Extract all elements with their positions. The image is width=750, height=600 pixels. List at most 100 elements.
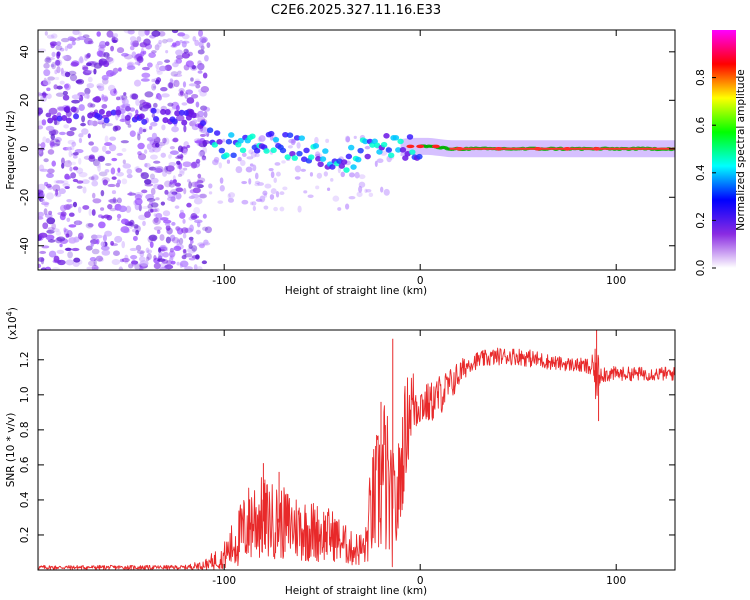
- noise-blob: [140, 172, 145, 177]
- noise-blob: [208, 183, 213, 189]
- noise-blob: [201, 139, 210, 145]
- ridge-blob: [141, 118, 148, 125]
- noise-blob: [75, 220, 80, 226]
- noise-blob: [270, 171, 275, 179]
- noise-blob: [198, 30, 204, 37]
- noise-blob: [183, 48, 189, 54]
- noise-blob: [51, 160, 56, 167]
- ridge-blob: [293, 135, 301, 141]
- ridge-blob: [286, 132, 294, 138]
- snr-axes: -100 0 100 0.2 0.4 0.6 0.8 1.0 1.2: [19, 330, 675, 587]
- noise-blob: [275, 190, 280, 198]
- noise-blob: [128, 263, 134, 269]
- noise-blob: [163, 219, 172, 224]
- noise-blob: [78, 57, 84, 64]
- noise-blob: [303, 190, 308, 194]
- noise-blob: [55, 92, 65, 97]
- snr-yscale: (x104): [5, 307, 19, 340]
- noise-blob: [189, 239, 194, 244]
- noise-blob: [177, 173, 183, 177]
- noise-blob: [140, 51, 145, 57]
- noise-blob: [249, 163, 254, 167]
- noise-blob: [87, 260, 96, 266]
- noise-blob: [44, 202, 49, 208]
- ridge-blob: [218, 147, 226, 154]
- noise-blob: [241, 199, 249, 205]
- noise-blob: [153, 254, 157, 261]
- noise-blob: [162, 210, 171, 217]
- noise-blob: [87, 223, 94, 228]
- noise-blob: [197, 193, 206, 199]
- noise-blob: [146, 143, 152, 150]
- ridge-blob: [253, 147, 261, 154]
- noise-blob: [46, 87, 51, 92]
- noise-blob: [56, 51, 61, 57]
- ridge-blob: [225, 138, 233, 145]
- noise-blob: [145, 247, 150, 254]
- noise-blob: [129, 36, 137, 42]
- noise-blob: [91, 61, 98, 65]
- noise-blob: [55, 189, 59, 197]
- ridge-blob: [291, 155, 298, 161]
- noise-blob: [91, 209, 96, 216]
- ridge-blob: [239, 147, 247, 154]
- noise-blob: [103, 96, 108, 102]
- noise-blob: [115, 96, 121, 101]
- noise-blob: [202, 213, 207, 219]
- noise-blob: [107, 199, 116, 203]
- noise-blob: [151, 78, 156, 83]
- noise-blob: [58, 188, 66, 195]
- noise-blob: [56, 66, 61, 74]
- noise-blob: [167, 102, 174, 107]
- noise-blob: [78, 157, 82, 165]
- noise-blob: [169, 150, 179, 155]
- noise-blob: [50, 33, 58, 39]
- noise-blob: [185, 89, 194, 95]
- noise-blob: [101, 74, 109, 81]
- noise-blob: [122, 228, 130, 234]
- noise-blob: [88, 208, 92, 217]
- ridge-blob: [181, 119, 188, 126]
- noise-blob: [354, 171, 360, 179]
- noise-blob: [108, 70, 118, 75]
- snr-frame: [37, 329, 676, 571]
- ridge-blob: [416, 153, 423, 160]
- ridge-blob: [65, 117, 72, 124]
- noise-blob: [353, 135, 357, 139]
- noise-blob: [263, 192, 267, 198]
- noise-blob: [156, 229, 161, 234]
- noise-blob: [309, 172, 314, 177]
- noise-blob: [154, 167, 163, 173]
- noise-blob: [135, 109, 139, 115]
- noise-blob: [170, 260, 176, 265]
- noise-blob: [134, 197, 143, 206]
- noise-blob: [116, 171, 124, 177]
- noise-blob: [150, 147, 157, 151]
- noise-blob: [46, 172, 54, 179]
- noise-blob: [168, 81, 174, 89]
- noise-blob: [171, 221, 176, 226]
- noise-blob: [169, 234, 176, 242]
- noise-blob: [315, 185, 320, 190]
- ridge-blob: [190, 112, 197, 119]
- ridge-blob: [185, 114, 192, 121]
- ridge-blob: [110, 109, 117, 116]
- noise-blob: [287, 145, 293, 149]
- ridge-blob: [150, 107, 157, 114]
- noise-blob: [81, 179, 90, 185]
- noise-blob: [38, 92, 42, 97]
- noise-blob: [101, 145, 107, 152]
- noise-blob: [95, 238, 100, 245]
- noise-blob: [62, 94, 70, 101]
- noise-blob: [90, 175, 95, 181]
- noise-blob: [141, 206, 150, 210]
- noise-blob: [157, 95, 162, 101]
- ridge-blob: [395, 147, 402, 153]
- noise-blob: [123, 30, 133, 34]
- noise-blob: [78, 31, 82, 36]
- noise-blob: [97, 85, 105, 91]
- noise-blob: [104, 135, 109, 143]
- noise-blob: [46, 34, 55, 39]
- noise-blob: [86, 62, 92, 67]
- noise-blob: [269, 194, 275, 200]
